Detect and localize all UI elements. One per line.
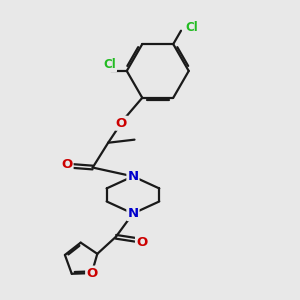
Text: N: N xyxy=(128,207,139,220)
Text: N: N xyxy=(128,170,139,183)
Text: O: O xyxy=(116,117,127,130)
Text: O: O xyxy=(136,236,147,249)
Text: O: O xyxy=(61,158,73,171)
Text: O: O xyxy=(86,267,98,280)
Text: Cl: Cl xyxy=(103,58,116,71)
Text: Cl: Cl xyxy=(185,21,198,34)
